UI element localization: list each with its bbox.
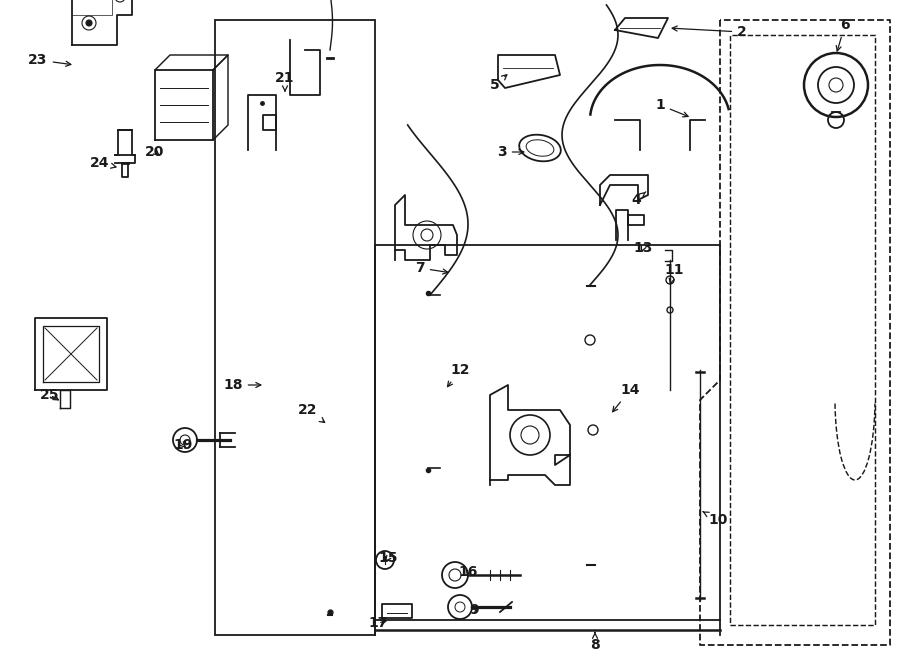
- Text: 9: 9: [469, 603, 479, 617]
- Text: 20: 20: [145, 145, 165, 159]
- Text: 22: 22: [298, 403, 325, 422]
- Text: 11: 11: [664, 263, 684, 284]
- Text: 16: 16: [458, 565, 478, 579]
- Text: 6: 6: [836, 18, 850, 51]
- Text: 18: 18: [223, 378, 261, 392]
- Text: 5: 5: [491, 75, 507, 92]
- Text: 12: 12: [447, 363, 470, 387]
- Text: 25: 25: [40, 388, 59, 402]
- Text: 1: 1: [655, 98, 688, 117]
- Bar: [730, 35, 875, 625]
- Circle shape: [86, 20, 92, 26]
- Text: 17: 17: [368, 616, 388, 630]
- Text: 23: 23: [28, 53, 71, 67]
- Text: 24: 24: [90, 156, 116, 170]
- Text: 8: 8: [590, 633, 600, 652]
- Bar: [215, 20, 375, 635]
- Text: 19: 19: [174, 438, 193, 452]
- Text: 10: 10: [703, 512, 728, 527]
- Bar: [375, 245, 720, 620]
- Text: 2: 2: [672, 25, 747, 39]
- Text: 15: 15: [378, 551, 398, 565]
- Text: 3: 3: [497, 145, 524, 159]
- Text: 7: 7: [415, 261, 448, 275]
- Text: 14: 14: [613, 383, 640, 412]
- Text: 13: 13: [634, 241, 652, 255]
- Text: 21: 21: [275, 71, 295, 91]
- Text: 4: 4: [631, 192, 646, 207]
